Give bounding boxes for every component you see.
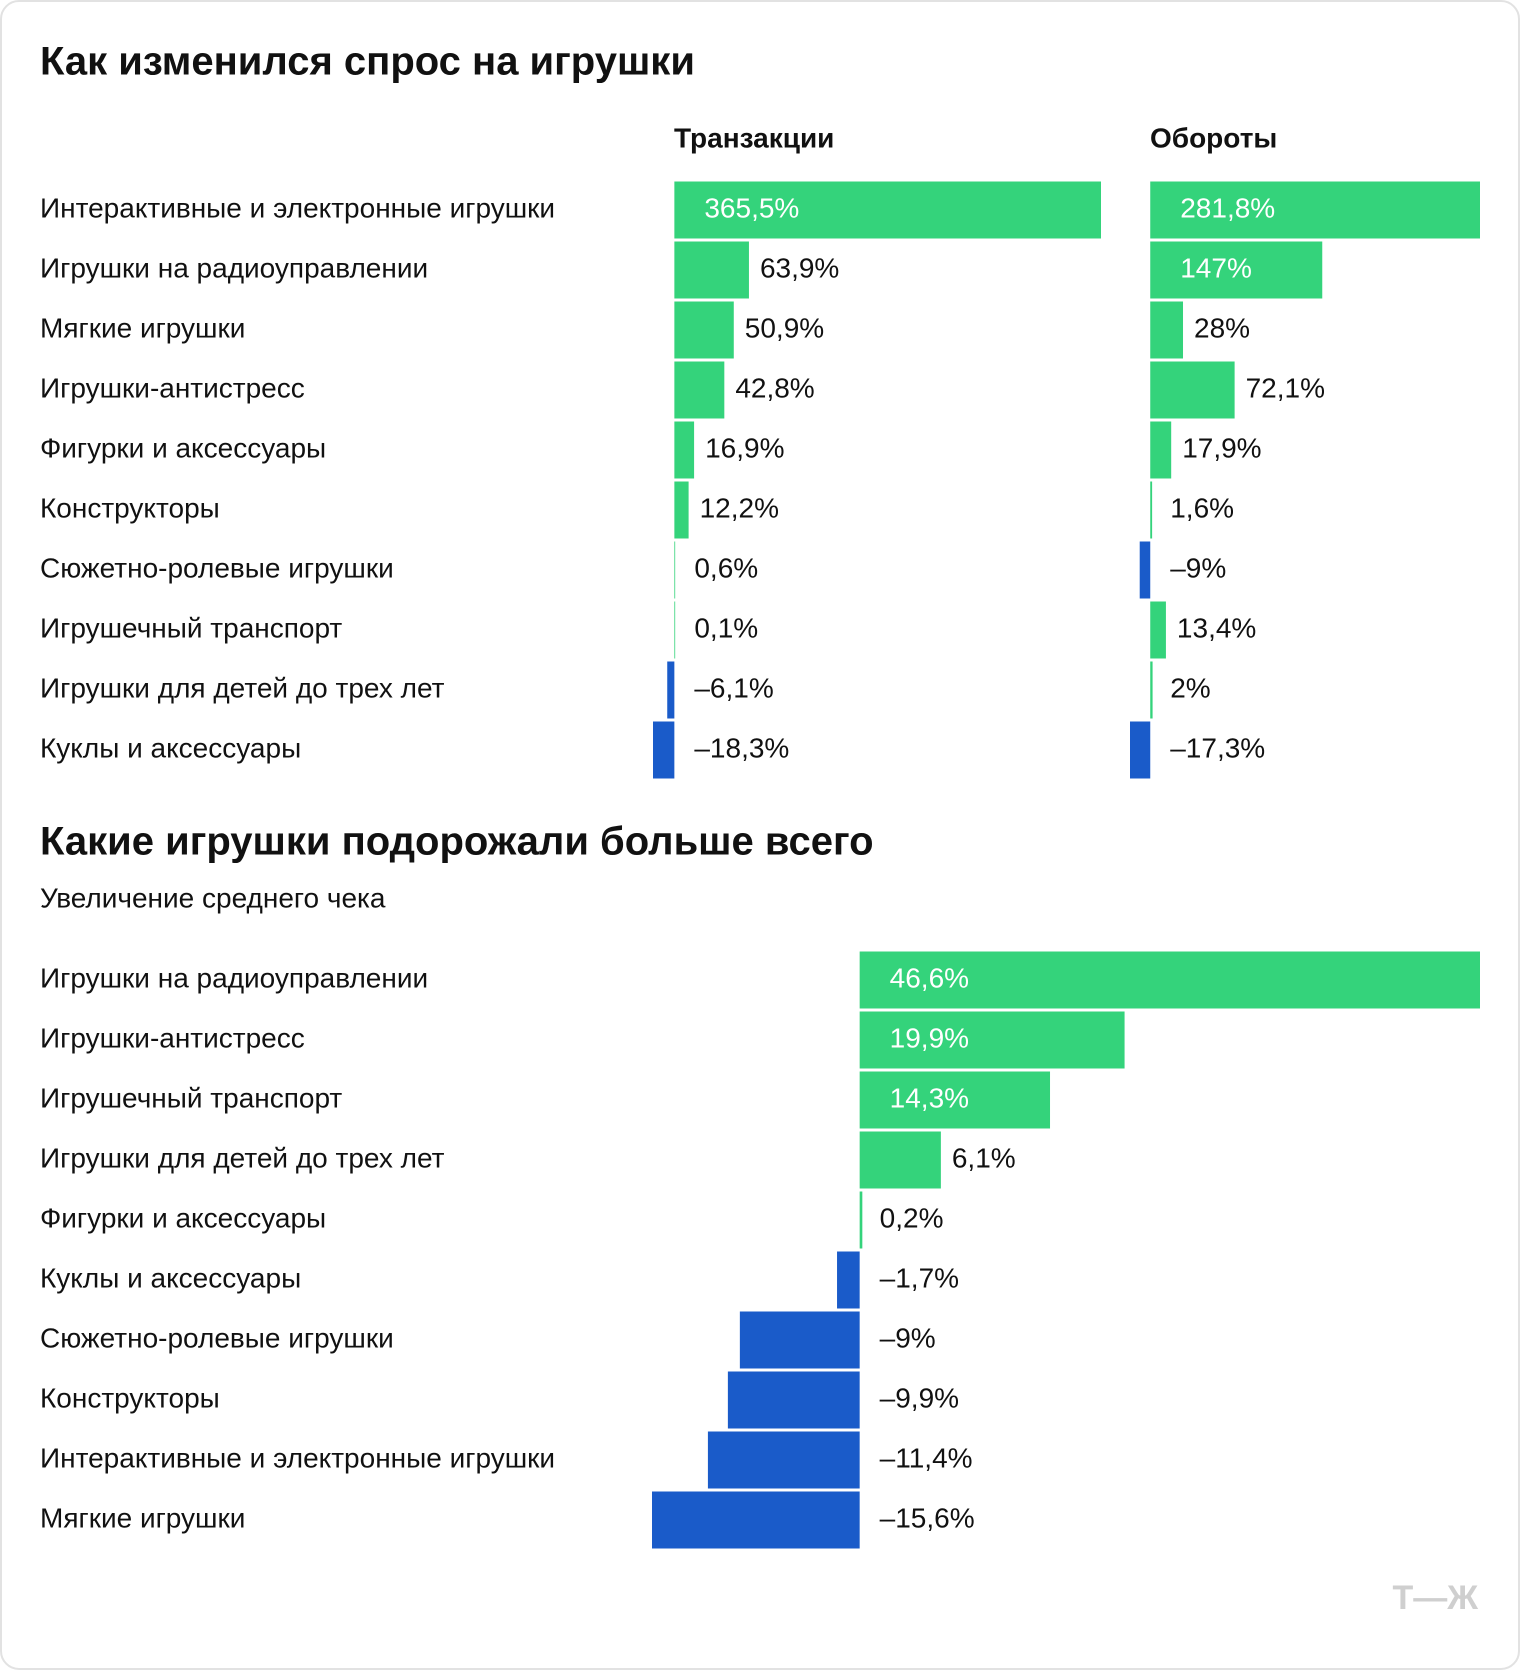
- chart-title: Какие игрушки подорожали больше всего: [40, 820, 874, 864]
- value-label: 2%: [1170, 672, 1210, 703]
- value-label: –18,3%: [694, 732, 789, 763]
- bar: [859, 1011, 1125, 1069]
- value-label: 12,2%: [700, 492, 779, 523]
- bar: [1150, 601, 1166, 659]
- series-header: Обороты: [1150, 122, 1277, 153]
- category-label: Конструкторы: [40, 492, 220, 523]
- category-label: Игрушки-антистресс: [40, 1022, 305, 1053]
- bar: [859, 1131, 941, 1189]
- value-label: 281,8%: [1180, 192, 1275, 223]
- bar: [1139, 541, 1151, 599]
- bar: [859, 951, 1480, 1009]
- chart-title: Как изменился спрос на игрушки: [40, 40, 695, 84]
- bar: [674, 601, 676, 659]
- category-label: Сюжетно-ролевые игрушки: [40, 552, 394, 583]
- bar: [674, 301, 734, 359]
- value-label: 6,1%: [952, 1142, 1016, 1173]
- bar: [674, 181, 1101, 239]
- value-label: 63,9%: [760, 252, 839, 283]
- category-label: Куклы и аксессуары: [40, 732, 301, 763]
- value-label: 16,9%: [705, 432, 784, 463]
- category-label: Игрушки для детей до трех лет: [40, 672, 445, 703]
- value-label: –17,3%: [1170, 732, 1265, 763]
- bar: [1150, 661, 1153, 719]
- series-header: Транзакции: [674, 122, 834, 153]
- category-label: Мягкие игрушки: [40, 312, 245, 343]
- category-label: Игрушечный транспорт: [40, 1082, 342, 1113]
- bar: [674, 361, 725, 419]
- bar: [859, 1191, 863, 1249]
- bar: [674, 541, 676, 599]
- category-label: Мягкие игрушки: [40, 1502, 245, 1533]
- category-label: Фигурки и аксессуары: [40, 432, 326, 463]
- category-label: Интерактивные и электронные игрушки: [40, 192, 555, 223]
- bar: [667, 661, 675, 719]
- bar: [1130, 721, 1151, 779]
- bar: [1150, 481, 1153, 539]
- category-label: Игрушечный транспорт: [40, 612, 342, 643]
- value-label: –1,7%: [880, 1262, 959, 1293]
- bar: [739, 1311, 860, 1369]
- chart-subtitle: Увеличение среднего чека: [40, 882, 386, 913]
- category-label: Игрушки для детей до трех лет: [40, 1142, 445, 1173]
- value-label: –15,6%: [880, 1502, 975, 1533]
- category-label: Куклы и аксессуары: [40, 1262, 301, 1293]
- category-label: Сюжетно-ролевые игрушки: [40, 1322, 394, 1353]
- value-label: 13,4%: [1177, 612, 1256, 643]
- bar: [674, 241, 749, 299]
- value-label: 46,6%: [890, 962, 969, 993]
- value-label: 42,8%: [735, 372, 814, 403]
- bar: [652, 1491, 860, 1549]
- value-label: 50,9%: [745, 312, 824, 343]
- bar: [674, 481, 689, 539]
- bar: [1150, 301, 1184, 359]
- bar: [727, 1371, 860, 1429]
- bar: [1150, 361, 1235, 419]
- value-label: 1,6%: [1170, 492, 1234, 523]
- category-label: Фигурки и аксессуары: [40, 1202, 326, 1233]
- value-label: –9%: [880, 1322, 936, 1353]
- value-label: 14,3%: [890, 1082, 969, 1113]
- bar: [674, 421, 695, 479]
- value-label: 365,5%: [704, 192, 799, 223]
- category-label: Интерактивные и электронные игрушки: [40, 1442, 555, 1473]
- value-label: 28%: [1194, 312, 1250, 343]
- value-label: –9,9%: [880, 1382, 959, 1413]
- category-label: Игрушки-антистресс: [40, 372, 305, 403]
- value-label: 0,2%: [880, 1202, 944, 1233]
- category-label: Конструкторы: [40, 1382, 220, 1413]
- logo: Т—Ж: [1393, 1579, 1479, 1617]
- bar: [653, 721, 675, 779]
- category-label: Игрушки на радиоуправлении: [40, 252, 428, 283]
- value-label: –11,4%: [880, 1442, 973, 1473]
- value-label: 17,9%: [1182, 432, 1261, 463]
- value-label: 72,1%: [1246, 372, 1325, 403]
- value-label: –9%: [1170, 552, 1226, 583]
- value-label: 19,9%: [890, 1022, 969, 1053]
- bar: [1150, 421, 1172, 479]
- bar: [1150, 241, 1323, 299]
- bar: [707, 1431, 860, 1489]
- bar: [859, 1071, 1051, 1129]
- bar: [1150, 181, 1480, 239]
- value-label: 0,1%: [694, 612, 758, 643]
- bar: [837, 1251, 860, 1309]
- category-label: Игрушки на радиоуправлении: [40, 962, 428, 993]
- value-label: 0,6%: [694, 552, 758, 583]
- value-label: 147%: [1180, 252, 1252, 283]
- value-label: –6,1%: [694, 672, 773, 703]
